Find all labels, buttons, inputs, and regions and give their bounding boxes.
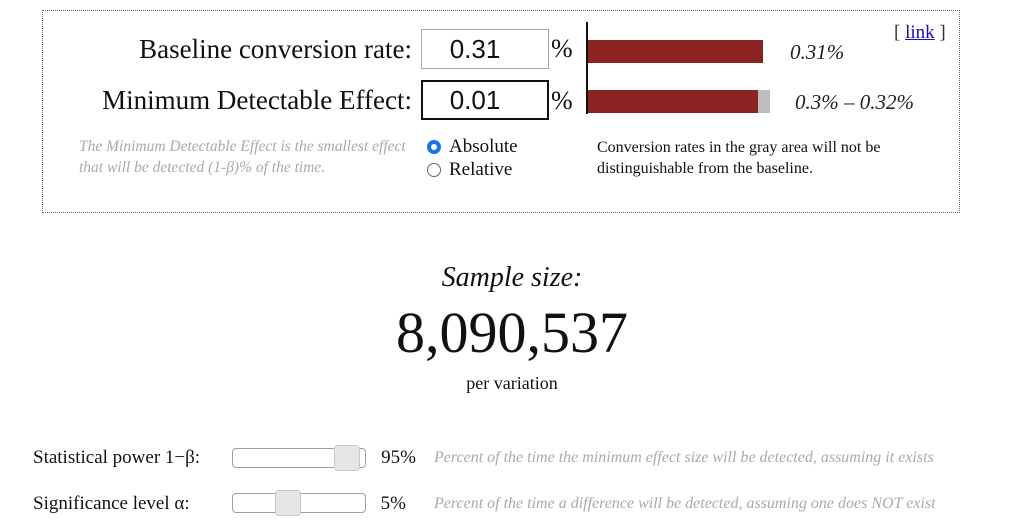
sample-size-value: 8,090,537 bbox=[396, 300, 628, 365]
mde-percent-sign: % bbox=[551, 86, 573, 115]
radio-absolute-dot[interactable] bbox=[427, 140, 441, 154]
link[interactable]: link bbox=[905, 22, 935, 43]
gray-area-note: Conversion rates in the gray area will n… bbox=[597, 139, 881, 177]
baseline-label: Baseline conversion rate: bbox=[139, 34, 412, 64]
mde-gray-area bbox=[758, 90, 770, 113]
power-label: Statistical power 1−β: bbox=[33, 447, 201, 468]
baseline-bar-value: 0.31% bbox=[790, 40, 845, 64]
mde-range-value: 0.3% – 0.32% bbox=[795, 90, 914, 114]
significance-value: 5% bbox=[380, 493, 406, 514]
calculator-panel bbox=[42, 10, 960, 213]
mde-bar bbox=[588, 90, 758, 113]
sample-size-subtitle: per variation bbox=[466, 373, 558, 393]
baseline-percent-sign: % bbox=[551, 34, 573, 63]
baseline-bar bbox=[588, 40, 763, 63]
radio-absolute[interactable]: Absolute bbox=[427, 136, 518, 158]
link-wrapper: [ link ] bbox=[894, 22, 946, 44]
mde-note: The Minimum Detectable Effect is the sma… bbox=[79, 138, 406, 176]
radio-relative-dot[interactable] bbox=[427, 163, 441, 177]
power-value: 95% bbox=[381, 447, 416, 468]
significance-slider[interactable] bbox=[232, 490, 366, 516]
significance-label: Significance level α: bbox=[33, 493, 190, 514]
significance-slider-thumb[interactable] bbox=[275, 490, 301, 516]
link-open-bracket: [ bbox=[894, 22, 906, 43]
link-close-bracket: ] bbox=[934, 22, 946, 43]
radio-relative[interactable]: Relative bbox=[427, 159, 512, 181]
mde-label: Minimum Detectable Effect: bbox=[102, 85, 412, 115]
baseline-input[interactable] bbox=[421, 29, 549, 69]
sample-size-label: Sample size: bbox=[441, 262, 583, 293]
power-description: Percent of the time the minimum effect s… bbox=[434, 449, 934, 466]
power-slider[interactable] bbox=[232, 445, 366, 471]
radio-relative-label: Relative bbox=[449, 159, 513, 180]
radio-absolute-label: Absolute bbox=[449, 136, 518, 157]
bar-axis-line bbox=[586, 22, 588, 114]
significance-description: Percent of the time a difference will be… bbox=[434, 495, 936, 512]
power-slider-thumb[interactable] bbox=[334, 445, 360, 471]
mde-input[interactable] bbox=[421, 80, 549, 120]
